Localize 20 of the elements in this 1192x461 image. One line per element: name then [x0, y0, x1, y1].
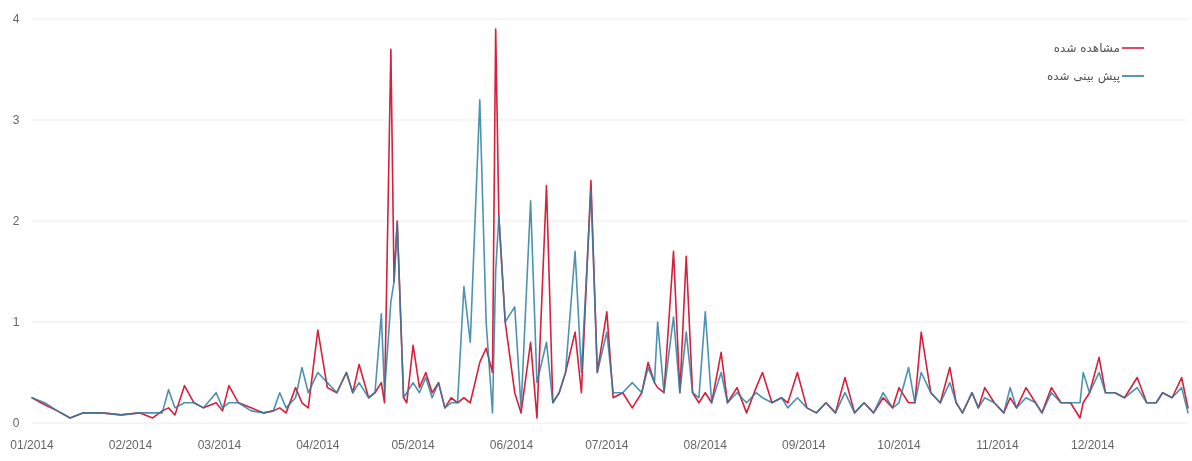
x-tick-label: 02/2014: [108, 438, 153, 452]
x-tick-label: 05/2014: [391, 438, 436, 452]
line-series: [31, 99, 1189, 419]
y-tick-label: 0: [12, 416, 20, 430]
x-tick-label: 04/2014: [296, 438, 340, 452]
x-tick-label: 09/2014: [782, 438, 826, 452]
y-tick-label: 4: [12, 12, 20, 26]
x-tick-label: 10/2014: [877, 438, 922, 452]
legend-label: پیش بینی شده: [1046, 69, 1120, 84]
y-tick-label: 1: [12, 315, 20, 329]
y-tick-label: 2: [12, 214, 20, 228]
x-tick-label: 11/2014: [976, 438, 1020, 452]
x-tick-label: 12/2014: [1071, 438, 1115, 452]
y-tick-label: 3: [12, 113, 20, 127]
x-tick-label: 06/2014: [489, 438, 534, 452]
x-tick-label: 08/2014: [683, 438, 728, 452]
x-tick-label: 01/2014: [10, 438, 55, 452]
x-tick-label: 03/2014: [197, 438, 242, 452]
legend-label: مشاهده شده: [1053, 41, 1120, 55]
x-tick-label: 07/2014: [585, 438, 629, 452]
